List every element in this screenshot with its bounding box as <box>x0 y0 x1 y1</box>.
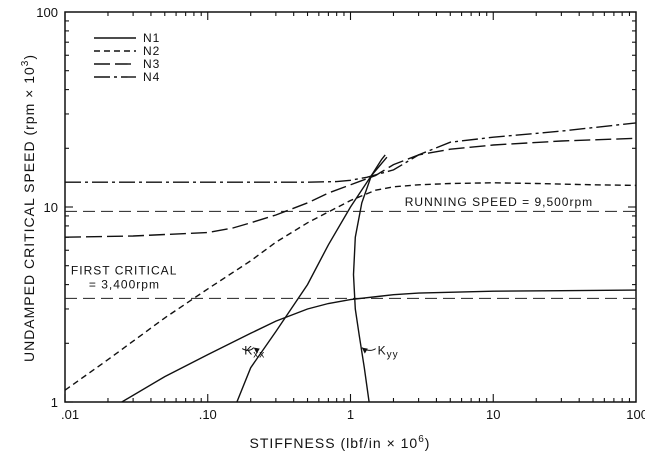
legend-label-n1: N1 <box>143 31 160 45</box>
x-axis-title: STIFFNESS (lbf/in × 106) <box>250 434 431 451</box>
series-line-n4 <box>65 122 637 183</box>
x-axis-title-superscript: 6 <box>418 434 425 445</box>
stiffness-line-label: Kyy <box>378 344 399 361</box>
stiffness-line-label: Kxx <box>244 344 265 361</box>
y-axis-title-superscript: 3 <box>20 60 31 67</box>
y-tick-label: 10 <box>44 200 58 215</box>
y-tick-label: 100 <box>36 5 58 20</box>
legend-label-n2: N2 <box>143 44 160 58</box>
stiffness-leader-arrowhead <box>361 347 368 354</box>
legend-label-n4: N4 <box>143 70 160 84</box>
series-line-n1 <box>121 289 637 403</box>
reference-line-label: = 3,400rpm <box>89 278 160 292</box>
y-axis-title: UNDAMPED CRITICAL SPEED (rpm × 103) <box>20 54 37 362</box>
x-tick-label: 1 <box>347 407 354 422</box>
y-tick-label: 1 <box>51 395 58 410</box>
x-tick-label: .10 <box>199 407 217 422</box>
reference-line-label: FIRST CRITICAL <box>71 264 177 278</box>
x-tick-label: 100 <box>626 407 645 422</box>
stiffness-leader-arrowhead <box>253 347 260 354</box>
x-tick-label: 10 <box>486 407 500 422</box>
stiffness-line-xx <box>236 156 388 403</box>
series-line-n3 <box>64 137 637 238</box>
reference-line-label: RUNNING SPEED = 9,500rpm <box>405 195 593 209</box>
stiffness-leader-line <box>241 347 255 351</box>
x-tick-label: .01 <box>61 407 79 422</box>
legend-label-n3: N3 <box>143 57 160 71</box>
stiffness-line-yy <box>352 154 386 403</box>
